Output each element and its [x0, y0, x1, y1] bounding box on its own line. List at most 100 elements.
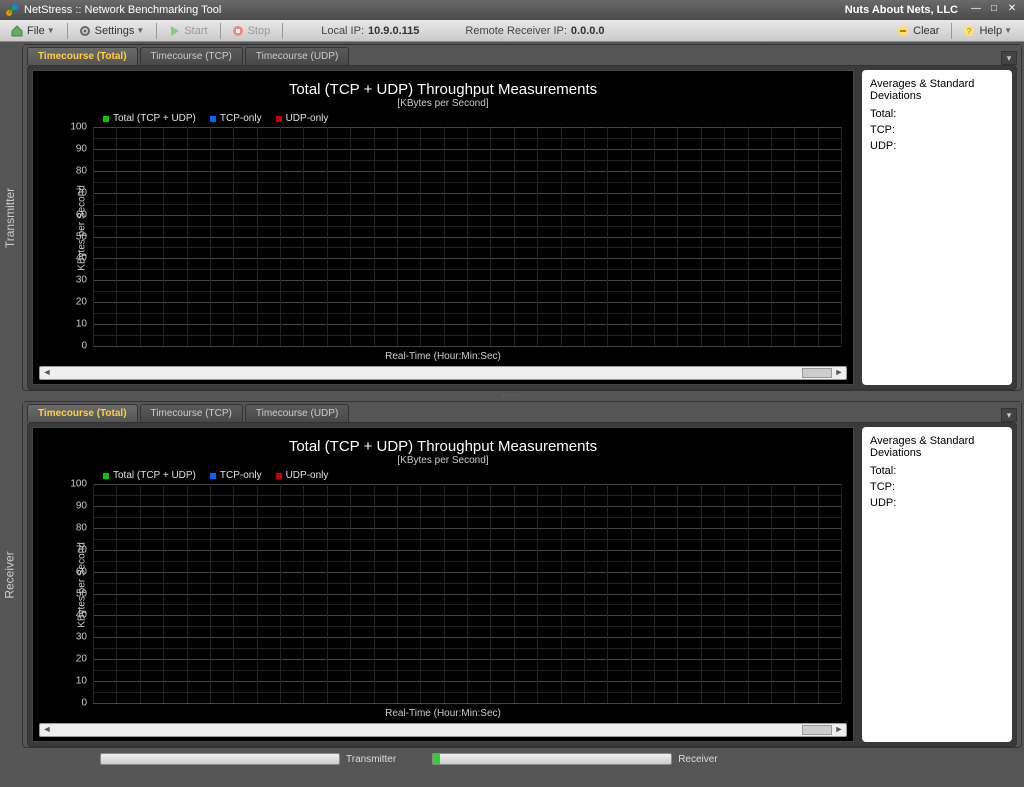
localip-value: 10.9.0.115 — [368, 25, 419, 37]
minimize-button[interactable]: — — [968, 3, 984, 17]
transmitter-label-text: Transmitter — [3, 187, 17, 247]
toolbar-separator — [951, 23, 952, 39]
transmitter-side-label: Transmitter — [0, 42, 20, 393]
localip-label: Local IP: — [321, 25, 364, 37]
scroll-right-icon[interactable]: ► — [832, 724, 846, 736]
xaxis-label: Real-Time (Hour:Min:Sec) — [33, 351, 853, 362]
chart-legend: Total (TCP + UDP) TCP-only UDP-only — [103, 470, 328, 481]
ytick: 60 — [76, 566, 93, 577]
start-label: Start — [184, 25, 207, 37]
file-label: File — [27, 25, 45, 37]
ytick: 100 — [70, 122, 93, 133]
panel-menu-icon[interactable]: ▾ — [1001, 408, 1017, 422]
legend-swatch-udp — [276, 473, 282, 479]
scroll-thumb[interactable] — [802, 725, 832, 735]
chevron-down-icon: ▼ — [1004, 26, 1012, 35]
legend-total: Total (TCP + UDP) — [113, 113, 196, 124]
ytick: 20 — [76, 654, 93, 665]
chart-scrollbar[interactable]: ◄ ► — [39, 723, 847, 737]
window-title: NetStress :: Network Benchmarking Tool — [24, 4, 221, 16]
play-icon — [167, 24, 181, 38]
transmitter-bar-label: Transmitter — [346, 754, 396, 765]
clear-label: Clear — [913, 25, 939, 37]
xaxis-label: Real-Time (Hour:Min:Sec) — [33, 708, 853, 719]
ytick: 0 — [81, 341, 93, 352]
tab-timecourse-udp[interactable]: Timecourse (UDP) — [245, 404, 349, 422]
stats-tcp: TCP: — [870, 481, 1004, 493]
ytick: 90 — [76, 143, 93, 154]
receiver-label-text: Receiver — [3, 551, 17, 598]
receiver-progress — [432, 753, 672, 765]
ytick: 10 — [76, 319, 93, 330]
transmitter-tab-strip: Timecourse (Total) Timecourse (TCP) Time… — [23, 45, 1021, 65]
chart-subtitle: [KBytes per Second] — [33, 98, 853, 109]
titlebar: NetStress :: Network Benchmarking Tool N… — [0, 0, 1024, 20]
help-icon: ? — [962, 24, 976, 38]
legend-total: Total (TCP + UDP) — [113, 470, 196, 481]
legend-udp: UDP-only — [286, 470, 329, 481]
stop-button[interactable]: Stop — [225, 22, 277, 40]
help-label: Help — [979, 25, 1002, 37]
tab-timecourse-tcp[interactable]: Timecourse (TCP) — [140, 404, 243, 422]
help-menu[interactable]: ? Help ▼ — [956, 22, 1018, 40]
stop-label: Stop — [248, 25, 271, 37]
chart-subtitle: [KBytes per Second] — [33, 455, 853, 466]
receiver-tab-strip: Timecourse (Total) Timecourse (TCP) Time… — [23, 402, 1021, 422]
receiver-stats: Averages & Standard Deviations Total: TC… — [862, 427, 1012, 742]
receiver-chart: Total (TCP + UDP) Throughput Measurement… — [32, 427, 854, 742]
toolbar-separator — [220, 23, 221, 39]
chevron-down-icon: ▼ — [47, 26, 55, 35]
clear-icon — [896, 24, 910, 38]
stats-heading: Averages & Standard Deviations — [870, 435, 1004, 459]
chart-scrollbar[interactable]: ◄ ► — [39, 366, 847, 380]
settings-menu[interactable]: Settings ▼ — [72, 22, 151, 40]
receiver-bar-label: Receiver — [678, 754, 717, 765]
stats-udp: UDP: — [870, 497, 1004, 509]
tab-timecourse-tcp[interactable]: Timecourse (TCP) — [140, 47, 243, 65]
home-icon — [10, 24, 24, 38]
legend-udp: UDP-only — [286, 113, 329, 124]
stop-icon — [231, 24, 245, 38]
panel-menu-icon[interactable]: ▾ — [1001, 51, 1017, 65]
ytick: 0 — [81, 698, 93, 709]
toolbar-separator — [282, 23, 283, 39]
scroll-thumb[interactable] — [802, 368, 832, 378]
legend-tcp: TCP-only — [220, 113, 262, 124]
legend-swatch-udp — [276, 116, 282, 122]
stats-tcp: TCP: — [870, 124, 1004, 136]
ytick: 50 — [76, 231, 93, 242]
start-button[interactable]: Start — [161, 22, 213, 40]
bottom-bar: Transmitter Receiver — [0, 750, 1024, 768]
legend-tcp: TCP-only — [220, 470, 262, 481]
ytick: 40 — [76, 610, 93, 621]
toolbar: File ▼ Settings ▼ Start Stop Local IP: 1… — [0, 20, 1024, 42]
ytick: 50 — [76, 588, 93, 599]
toolbar-separator — [156, 23, 157, 39]
ytick: 90 — [76, 500, 93, 511]
maximize-button[interactable]: □ — [986, 3, 1002, 17]
scroll-left-icon[interactable]: ◄ — [40, 724, 54, 736]
ytick: 70 — [76, 544, 93, 555]
company-label: Nuts About Nets, LLC — [845, 4, 958, 16]
tab-timecourse-total[interactable]: Timecourse (Total) — [27, 47, 138, 65]
scroll-right-icon[interactable]: ► — [832, 367, 846, 379]
app-icon — [4, 2, 20, 18]
transmitter-stats: Averages & Standard Deviations Total: TC… — [862, 70, 1012, 385]
scroll-left-icon[interactable]: ◄ — [40, 367, 54, 379]
tab-timecourse-total[interactable]: Timecourse (Total) — [27, 404, 138, 422]
legend-swatch-tcp — [210, 473, 216, 479]
tab-timecourse-udp[interactable]: Timecourse (UDP) — [245, 47, 349, 65]
clear-button[interactable]: Clear — [890, 22, 945, 40]
settings-label: Settings — [95, 25, 135, 37]
ytick: 20 — [76, 297, 93, 308]
file-menu[interactable]: File ▼ — [4, 22, 61, 40]
chart-title: Total (TCP + UDP) Throughput Measurement… — [33, 71, 853, 98]
ytick: 30 — [76, 275, 93, 286]
transmitter-panel: Transmitter Timecourse (Total) Timecours… — [0, 42, 1024, 393]
ytick: 80 — [76, 522, 93, 533]
remoteip-value[interactable]: 0.0.0.0 — [571, 25, 605, 37]
toolbar-separator — [67, 23, 68, 39]
gear-icon — [78, 24, 92, 38]
receiver-side-label: Receiver — [0, 399, 20, 750]
close-button[interactable]: ✕ — [1004, 3, 1020, 17]
